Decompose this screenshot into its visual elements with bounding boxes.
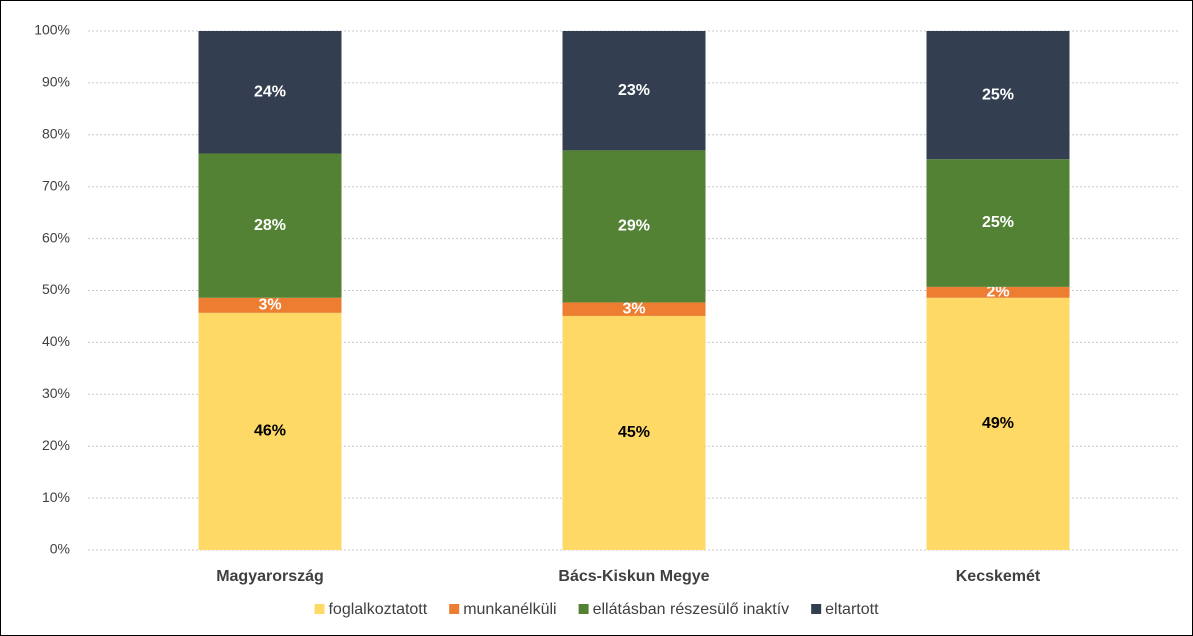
- bar-segment: [198, 153, 342, 298]
- legend-swatch: [811, 604, 822, 614]
- legend-label: foglalkoztatott: [328, 601, 427, 618]
- value-label: 49%: [982, 415, 1014, 432]
- value-label: 3%: [258, 297, 281, 314]
- value-label: 2%: [986, 284, 1009, 301]
- y-tick-label: 40%: [42, 333, 70, 349]
- value-label: 25%: [982, 214, 1014, 231]
- value-label: 24%: [254, 83, 286, 100]
- value-label: 29%: [618, 218, 650, 235]
- y-tick-label: 0%: [50, 541, 70, 557]
- bar-segment: [562, 302, 706, 316]
- value-label: 25%: [982, 86, 1014, 103]
- x-tick-label: Magyarország: [216, 568, 324, 585]
- x-tick-label: Bács-Kiskun Megye: [558, 568, 709, 585]
- y-tick-label: 90%: [42, 74, 70, 90]
- bar-segment: [562, 315, 706, 550]
- legend-swatch: [314, 604, 325, 614]
- bar-segment: [926, 31, 1070, 160]
- bar-segment: [198, 297, 342, 313]
- bar-segment: [198, 31, 342, 154]
- y-tick-label: 100%: [34, 22, 70, 38]
- legend-label: ellátásban részesülő inaktív: [593, 601, 790, 618]
- value-label: 3%: [622, 300, 645, 317]
- y-tick-label: 20%: [42, 437, 70, 453]
- value-label: 28%: [254, 217, 286, 234]
- y-tick-label: 70%: [42, 177, 70, 193]
- bar-segment: [926, 297, 1070, 550]
- y-tick-label: 60%: [42, 229, 70, 245]
- bar-segment: [926, 159, 1070, 287]
- y-tick-label: 30%: [42, 385, 70, 401]
- bar-segment: [926, 286, 1070, 298]
- value-label: 46%: [254, 423, 286, 440]
- bar-segment: [198, 312, 342, 550]
- x-tick-label: Kecskemét: [956, 568, 1041, 585]
- bar-segment: [562, 31, 706, 151]
- legend-label: eltartott: [825, 601, 879, 618]
- legend-swatch: [449, 604, 460, 614]
- bar-segment: [562, 150, 706, 303]
- value-label: 23%: [618, 82, 650, 99]
- legend-label: munkanélküli: [463, 601, 556, 618]
- y-tick-label: 50%: [42, 281, 70, 297]
- y-tick-label: 10%: [42, 489, 70, 505]
- value-label: 45%: [618, 424, 650, 441]
- legend-swatch: [578, 604, 589, 614]
- y-tick-label: 80%: [42, 126, 70, 142]
